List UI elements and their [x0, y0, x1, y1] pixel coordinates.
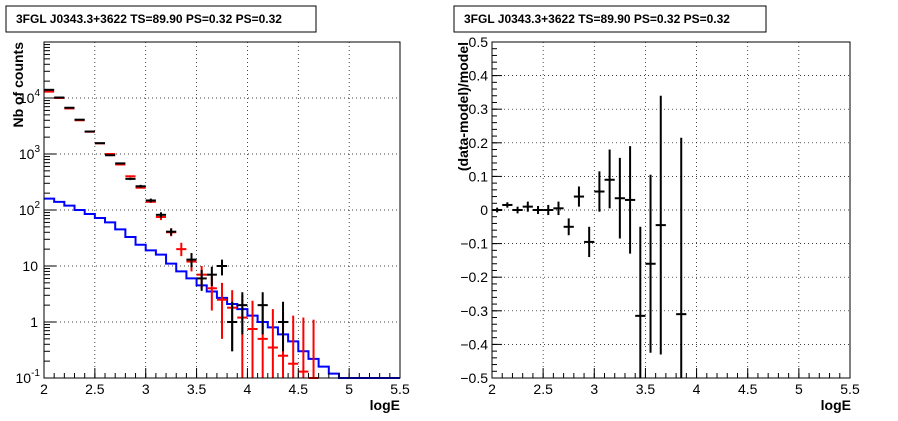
counts-x-tick-label: 5.5 — [390, 381, 410, 397]
counts-x-tick-label: 5 — [345, 381, 353, 397]
tick-label-exponent: -1 — [31, 368, 40, 379]
counts-title: 3FGL J0343.3+3622 TS=89.90 PS=0.32 PS=0.… — [16, 12, 282, 26]
residuals-y-tick-label: 0.1 — [469, 168, 489, 184]
counts-x-tick-label: 4.5 — [289, 381, 309, 397]
counts-x-axis-label: logE — [370, 397, 400, 413]
tick-label-exponent: 3 — [34, 144, 40, 155]
residuals-y-tick-label: −0.5 — [460, 370, 488, 386]
tick-label-base: 10 — [19, 146, 35, 162]
residuals-x-tick-label: 2.5 — [533, 381, 553, 397]
tick-label-base: 10 — [19, 202, 35, 218]
counts-y-tick-label: 104 — [19, 88, 41, 106]
counts-gridlines — [44, 42, 400, 378]
residuals-x-tick-label: 4.5 — [738, 381, 758, 397]
residuals-y-tick-label: 0.4 — [469, 68, 489, 84]
tick-label-exponent: 2 — [34, 200, 40, 211]
counts-y-tick-label: 10-1 — [16, 368, 41, 386]
tick-label-base: 10 — [16, 370, 32, 386]
residuals-gridlines — [492, 42, 850, 378]
counts-y-tick-label: 1 — [30, 314, 38, 330]
residuals-x-tick-label: 5.5 — [840, 381, 860, 397]
residuals-panel: 3FGL J0343.3+3622 TS=89.90 PS=0.32 PS=0.… — [453, 5, 860, 413]
tick-label-exponent: 4 — [34, 88, 40, 99]
counts-x-tick-label: 4 — [244, 381, 252, 397]
residuals-y-tick-label: −0.4 — [460, 336, 488, 352]
counts-x-tick-label: 3.5 — [187, 381, 207, 397]
residuals-y-axis-label: (data-model)/model — [455, 42, 471, 171]
counts-y-axis-label: Nb of counts — [10, 42, 26, 128]
background-model-step-line — [44, 197, 400, 379]
counts-panel: 3FGL J0343.3+3622 TS=89.90 PS=0.32 PS=0.… — [5, 5, 410, 413]
residuals-y-tick-label: 0.2 — [469, 135, 489, 151]
data-series — [44, 88, 289, 352]
counts-y-tick-label: 102 — [19, 200, 41, 218]
counts-x-tick-label: 2 — [40, 381, 48, 397]
counts-y-tick-label: 103 — [19, 144, 41, 162]
residuals-x-tick-label: 5 — [795, 381, 803, 397]
residuals-series — [492, 95, 687, 378]
residuals-axis-ticks: 2 2.5 3 3.5 4 4.5 5 5.5 −0.5 −0.4 −0.3 −0.2 −0.1 0 0.1… — [460, 34, 860, 397]
counts-x-tick-label: 3 — [142, 381, 150, 397]
residuals-y-tick-label: 0.3 — [469, 101, 489, 117]
counts-x-tick-label: 2.5 — [85, 381, 105, 397]
residuals-x-tick-label: 4 — [693, 381, 701, 397]
residuals-y-tick-label: 0.5 — [469, 34, 489, 50]
residuals-title: 3FGL J0343.3+3622 TS=89.90 PS=0.32 PS=0.… — [464, 12, 730, 26]
tick-label-base: 10 — [19, 90, 35, 106]
residuals-y-tick-label: −0.2 — [460, 269, 488, 285]
counts-title-box — [5, 5, 317, 33]
residuals-title-box — [453, 5, 767, 33]
counts-y-tick-label: 10 — [22, 258, 38, 274]
residuals-x-tick-label: 3 — [590, 381, 598, 397]
background-model-series — [44, 197, 400, 379]
residuals-x-axis-label: logE — [821, 397, 851, 413]
residuals-x-tick-label: 2 — [488, 381, 496, 397]
residuals-y-tick-label: −0.1 — [460, 236, 488, 252]
residuals-x-tick-label: 3.5 — [636, 381, 656, 397]
residuals-y-tick-label: 0 — [480, 202, 488, 218]
residuals-y-tick-label: −0.3 — [460, 303, 488, 319]
